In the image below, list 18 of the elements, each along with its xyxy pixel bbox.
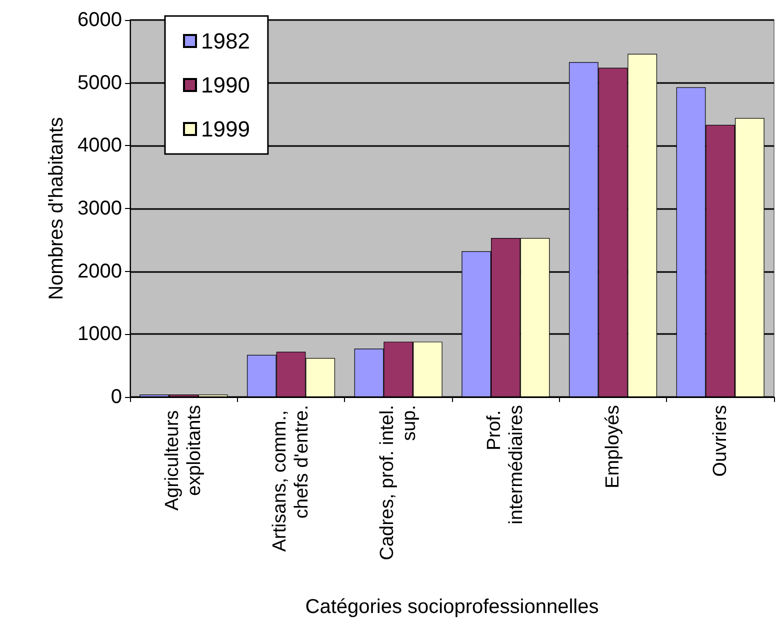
y-tick-label: 2000 <box>78 260 122 282</box>
x-tick-label: Employés <box>602 405 624 488</box>
y-tick-label: 6000 <box>78 9 122 31</box>
x-tick-label: Artisans, comm., chefs d'entre. <box>270 405 312 552</box>
y-tick-label: 5000 <box>78 72 122 94</box>
legend-label: 1990 <box>201 72 250 98</box>
y-tick-label: 0 <box>110 386 122 408</box>
x-tick-label: Cadres, prof. intel. sup. <box>376 405 420 560</box>
x-tick-label: Agriculteurs exploitants <box>162 405 206 511</box>
x-tick-label: Prof. intermédiaires <box>484 405 528 524</box>
y-tick-label: 4000 <box>78 134 122 157</box>
x-axis-title: Catégories socioprofessionnelles <box>305 596 599 618</box>
legend-label: 1999 <box>201 116 250 142</box>
y-tick-label: 3000 <box>78 198 122 220</box>
x-tick-label: Ouvriers <box>710 405 731 477</box>
y-tick-label: 1000 <box>78 323 122 346</box>
y-axis-title: Nombres d'habitants <box>46 117 68 300</box>
legend-label: 1982 <box>201 28 250 54</box>
